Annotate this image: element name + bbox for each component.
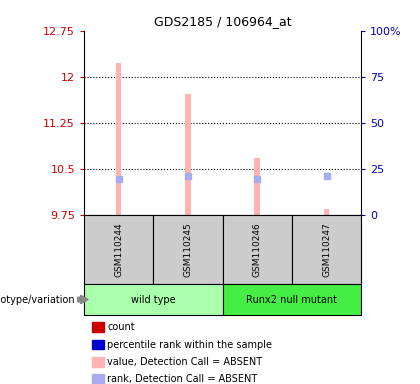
Text: wild type: wild type bbox=[131, 295, 176, 305]
Text: genotype/variation: genotype/variation bbox=[0, 295, 76, 305]
Text: Runx2 null mutant: Runx2 null mutant bbox=[247, 295, 337, 305]
Text: GSM110246: GSM110246 bbox=[253, 222, 262, 277]
Title: GDS2185 / 106964_at: GDS2185 / 106964_at bbox=[154, 15, 291, 28]
Text: GSM110245: GSM110245 bbox=[184, 222, 192, 277]
Bar bbox=[116, 63, 121, 215]
Text: GSM110244: GSM110244 bbox=[114, 222, 123, 277]
Text: percentile rank within the sample: percentile rank within the sample bbox=[107, 339, 272, 350]
Text: rank, Detection Call = ABSENT: rank, Detection Call = ABSENT bbox=[107, 374, 257, 384]
Bar bbox=[324, 209, 329, 215]
Bar bbox=[185, 94, 191, 215]
Bar bbox=[255, 158, 260, 215]
Text: value, Detection Call = ABSENT: value, Detection Call = ABSENT bbox=[107, 357, 262, 367]
Text: GSM110247: GSM110247 bbox=[322, 222, 331, 277]
Text: count: count bbox=[107, 322, 135, 333]
